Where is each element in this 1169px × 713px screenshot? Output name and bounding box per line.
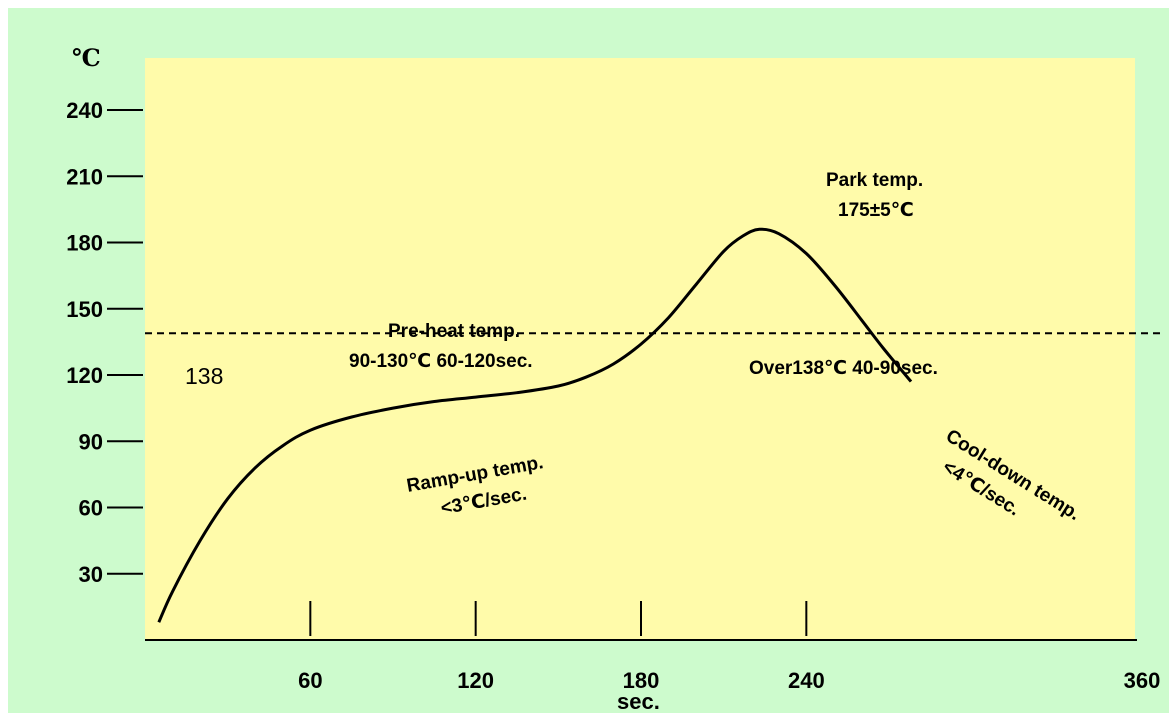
x-axis-title: sec. xyxy=(617,689,660,713)
y-ticks: 30 60 90 120 150 180 210 240 xyxy=(66,98,143,587)
y-tick-label: 180 xyxy=(66,231,103,256)
x-tick-label: 180 xyxy=(623,668,660,693)
x-tick-label: 120 xyxy=(457,668,494,693)
y-tick-label: 30 xyxy=(79,562,103,587)
threshold-value-label: 138 xyxy=(185,363,223,389)
temperature-curve xyxy=(157,227,913,623)
plot-area-background xyxy=(145,58,1135,640)
x-ticks: 60 120 180 240 360 xyxy=(298,601,1160,693)
y-tick-label: 240 xyxy=(66,98,103,123)
y-tick-label: 90 xyxy=(79,429,103,454)
preheat-detail: 90-130℃ 60-120sec. xyxy=(349,351,533,372)
preheat-title: Pre-heat temp. xyxy=(388,321,520,342)
y-tick-label: 60 xyxy=(79,496,103,521)
x-tick-label: 360 xyxy=(1124,668,1161,693)
y-tick-label: 210 xyxy=(66,164,103,189)
peak-value: 175±5℃ xyxy=(838,200,914,221)
x-tick-label: 240 xyxy=(788,668,825,693)
peak-title: Park temp. xyxy=(826,170,923,191)
y-unit-label: ℃ xyxy=(72,43,101,72)
y-tick-label: 120 xyxy=(66,363,103,388)
x-tick-label: 60 xyxy=(298,668,322,693)
y-tick-label: 150 xyxy=(66,297,103,322)
over-threshold-label: Over138℃ 40-90sec. xyxy=(749,358,938,379)
